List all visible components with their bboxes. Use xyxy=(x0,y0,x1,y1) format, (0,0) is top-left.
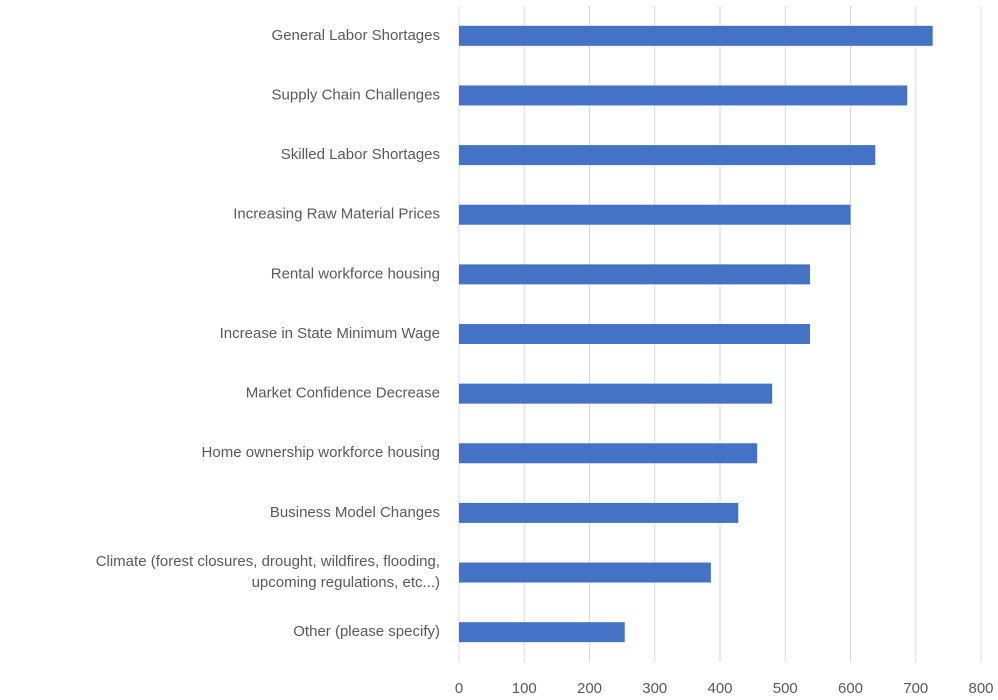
bar xyxy=(459,25,933,46)
x-tick-label: 800 xyxy=(968,680,993,697)
x-tick-label: 400 xyxy=(707,680,732,697)
y-tick-label: Increase in State Minimum Wage xyxy=(220,325,440,342)
y-tick-label: General Labor Shortages xyxy=(272,27,440,44)
y-tick-label: Other (please specify) xyxy=(293,623,440,640)
x-tick-label: 600 xyxy=(838,680,863,697)
x-tick-label: 100 xyxy=(512,680,537,697)
y-tick-label: Business Model Changes xyxy=(270,504,440,521)
y-tick-label: Supply Chain Challenges xyxy=(272,86,440,103)
bar xyxy=(459,85,908,106)
y-tick-label: Climate (forest closures, drought, wildf… xyxy=(96,553,440,591)
bar xyxy=(459,502,739,523)
bar xyxy=(459,145,876,166)
x-tick-label: 300 xyxy=(642,680,667,697)
y-tick-label: Market Confidence Decrease xyxy=(246,385,440,402)
x-tick-label: 0 xyxy=(455,680,463,697)
y-tick-label: Rental workforce housing xyxy=(271,265,440,282)
bar xyxy=(459,622,625,643)
y-tick-label: Home ownership workforce housing xyxy=(202,444,440,461)
bar xyxy=(459,443,758,464)
bar xyxy=(459,562,711,583)
x-tick-label: 500 xyxy=(773,680,798,697)
y-tick-label: Increasing Raw Material Prices xyxy=(233,206,440,223)
x-tick-label: 700 xyxy=(903,680,928,697)
bar xyxy=(459,383,773,404)
bar xyxy=(459,264,811,285)
bar xyxy=(459,324,811,344)
bar xyxy=(459,204,851,225)
x-tick-label: 200 xyxy=(577,680,602,697)
y-tick-label: Skilled Labor Shortages xyxy=(281,146,440,163)
